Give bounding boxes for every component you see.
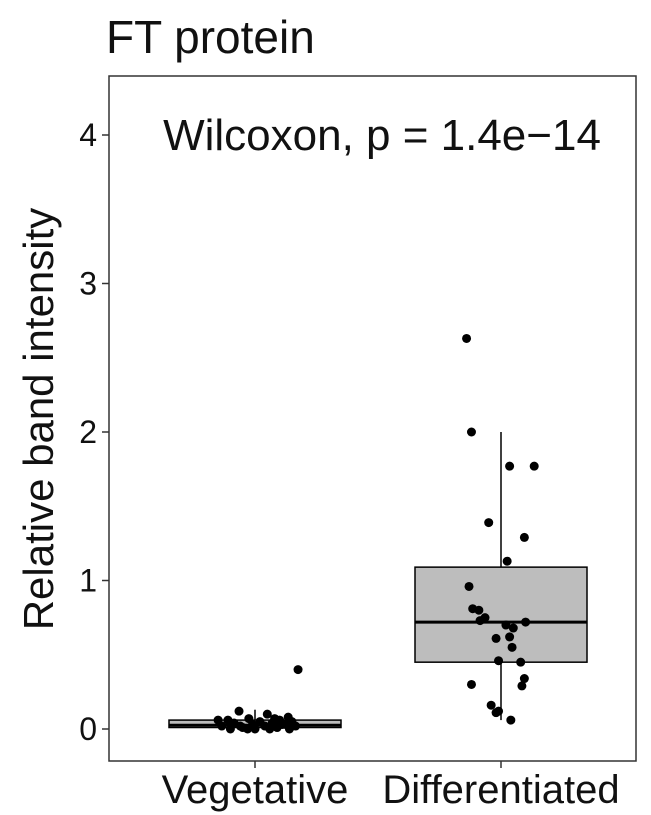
- data-point: [506, 715, 516, 725]
- data-point: [491, 708, 501, 718]
- data-point: [277, 720, 287, 730]
- x-tick-label: Differentiated: [382, 768, 619, 812]
- data-point: [519, 532, 529, 542]
- data-point: [462, 333, 472, 343]
- x-tick-label: Vegetative: [162, 768, 349, 812]
- data-point: [270, 714, 280, 724]
- data-point: [494, 656, 504, 666]
- data-point: [235, 721, 245, 731]
- y-tick-label: 4: [79, 117, 97, 153]
- y-tick-label: 0: [79, 711, 97, 747]
- data-point: [250, 724, 260, 734]
- data-point: [505, 461, 515, 471]
- chart-title: FT protein: [106, 11, 315, 63]
- data-point: [466, 427, 476, 437]
- data-point: [521, 617, 531, 627]
- data-point: [234, 706, 244, 716]
- data-point: [508, 623, 518, 633]
- plot-panel-border: [108, 75, 637, 762]
- data-point: [474, 605, 484, 615]
- data-point: [464, 581, 474, 591]
- statistical-test-annotation: Wilcoxon, p = 1.4e−14: [163, 111, 601, 160]
- y-tick-label: 1: [79, 563, 97, 599]
- data-point: [486, 700, 496, 710]
- y-tick-label: 3: [79, 266, 97, 302]
- data-point: [265, 724, 275, 734]
- data-point: [517, 681, 527, 691]
- box-iqr: [414, 566, 588, 663]
- chart-marks: [102, 134, 588, 768]
- data-point: [475, 616, 485, 626]
- data-point: [225, 724, 235, 734]
- data-point: [213, 715, 223, 725]
- data-point: [529, 461, 539, 471]
- data-point: [502, 556, 512, 566]
- y-axis-label: Relative band intensity: [15, 208, 62, 631]
- data-point: [519, 674, 529, 684]
- data-point: [516, 657, 526, 667]
- data-point: [484, 518, 494, 528]
- data-point: [491, 633, 501, 643]
- data-point: [466, 679, 476, 689]
- data-point: [501, 620, 511, 630]
- data-point: [262, 709, 272, 719]
- data-point: [505, 632, 515, 642]
- data-point: [284, 724, 294, 734]
- y-tick-label: 2: [79, 414, 97, 450]
- y-axis-label-wrapper: Relative band intensity: [15, 208, 62, 631]
- data-point: [243, 724, 253, 734]
- data-point: [293, 665, 303, 675]
- data-point: [507, 642, 517, 652]
